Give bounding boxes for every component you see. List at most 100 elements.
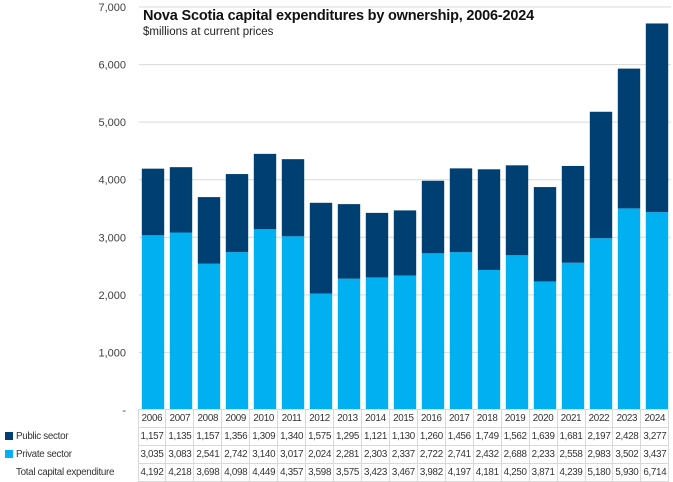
bar-private-sector-2021 [561,262,585,410]
bar-public-sector-2010 [253,153,277,230]
data-label: 3,083 [165,445,195,464]
data-label: 3,598 [305,463,335,482]
data-label: 4,197 [444,463,474,482]
x-tick-label: 2016 [416,409,446,428]
x-tick-label: 2009 [221,409,251,428]
bar-public-sector-2022 [589,111,613,239]
data-label: 2,741 [444,445,474,464]
data-label: 3,277 [640,427,670,446]
x-tick-label: 2023 [612,409,642,428]
bar-public-sector-2011 [281,159,305,237]
data-label: 2,742 [221,445,251,464]
bar-public-sector-2008 [197,197,221,264]
bar-public-sector-2024 [645,23,669,213]
bar-private-sector-2019 [505,255,529,410]
legend-swatch-icon [5,432,13,440]
data-label: 4,239 [556,463,586,482]
bar-private-sector-2015 [393,275,417,410]
data-label: 2,688 [500,445,530,464]
x-tick-label: 2011 [277,409,307,428]
bar-private-sector-2007 [169,232,193,410]
x-tick-label: 2022 [584,409,614,428]
y-tick-label: 1,000 [98,347,126,359]
bar-private-sector-2024 [645,212,669,410]
data-label: 4,192 [137,463,167,482]
data-label: 1,340 [277,427,307,446]
table-header-row: 2006 2007 2008 2009 2010 2011 2012 2013 2014 2015… [0,409,670,428]
data-label: 1,749 [472,427,502,446]
data-label: 1,157 [193,427,223,446]
data-label: 4,218 [165,463,195,482]
data-label: 3,502 [612,445,642,464]
bar-public-sector-2013 [337,204,361,279]
bar-private-sector-2013 [337,278,361,410]
data-label: 1,135 [165,427,195,446]
y-tick-label: - [122,405,126,417]
x-tick-label: 2019 [500,409,530,428]
bar-public-sector-2018 [477,169,501,270]
data-label: 2,024 [305,445,335,464]
data-label: 1,121 [361,427,390,446]
legend-label: Total capital expenditure [16,467,115,478]
y-tick-label: 6,000 [98,60,126,72]
bar-private-sector-2018 [477,269,501,410]
data-label: 3,140 [249,445,279,464]
data-label: 4,250 [500,463,530,482]
legend-swatch-icon [5,450,13,458]
bar-private-sector-2011 [281,236,305,410]
data-table: 2006 2007 2008 2009 2010 2011 2012 2013 2014 2015… [0,409,670,482]
data-label: 5,180 [584,463,614,482]
chart-title: Nova Scotia capital expenditures by owne… [143,8,534,24]
x-tick-label: 2017 [444,409,474,428]
data-label: 3,698 [193,463,223,482]
data-label: 2,303 [361,445,390,464]
x-tick-label: 2021 [556,409,586,428]
data-label: 3,437 [640,445,670,464]
x-tick-label: 2015 [388,409,418,428]
bar-public-sector-2016 [421,180,445,254]
data-label: 2,983 [584,445,614,464]
data-label: 2,432 [472,445,502,464]
y-tick-label: 2,000 [98,290,126,302]
bar-private-sector-2020 [533,281,557,410]
data-label: 1,157 [137,427,167,446]
data-label: 2,197 [584,427,614,446]
data-label: 3,575 [333,463,362,482]
table-row: Total capital expenditure 4,192 4,218 3,698… [0,463,670,482]
legend-label: Public sector [16,431,69,442]
bar-public-sector-2009 [225,174,249,253]
data-label: 1,295 [333,427,362,446]
data-label: 3,982 [416,463,446,482]
bar-private-sector-2012 [309,293,333,410]
y-tick-label: 5,000 [98,117,126,129]
x-tick-label: 2010 [249,409,279,428]
data-label: 1,639 [528,427,558,446]
data-label: 1,356 [221,427,251,446]
x-tick-label: 2006 [137,409,167,428]
bar-public-sector-2007 [169,167,193,233]
data-label: 2,722 [416,445,446,464]
data-label: 2,558 [556,445,586,464]
x-tick-label: 2008 [193,409,223,428]
data-label: 1,260 [416,427,446,446]
table-corner [0,410,138,428]
bar-private-sector-2008 [197,263,221,410]
data-label: 2,281 [333,445,362,464]
bar-private-sector-2010 [253,229,277,410]
x-tick-label: 2012 [305,409,335,428]
data-label: 4,357 [277,463,307,482]
bar-public-sector-2014 [365,212,389,278]
data-label: 1,575 [305,427,335,446]
x-tick-label: 2007 [165,409,195,428]
x-tick-label: 2013 [333,409,362,428]
bar-private-sector-2023 [617,208,641,410]
legend-entry: Total capital expenditure [0,463,139,482]
y-tick-label: 7,000 [98,2,126,14]
data-label: 3,467 [388,463,418,482]
table-row: Public sector 1,157 1,135 1,157 1,356 1,309 1,… [0,427,670,446]
bar-public-sector-2015 [393,210,417,276]
bar-private-sector-2014 [365,277,389,410]
legend-entry: Public sector [0,427,139,446]
bar-public-sector-2017 [449,168,473,253]
